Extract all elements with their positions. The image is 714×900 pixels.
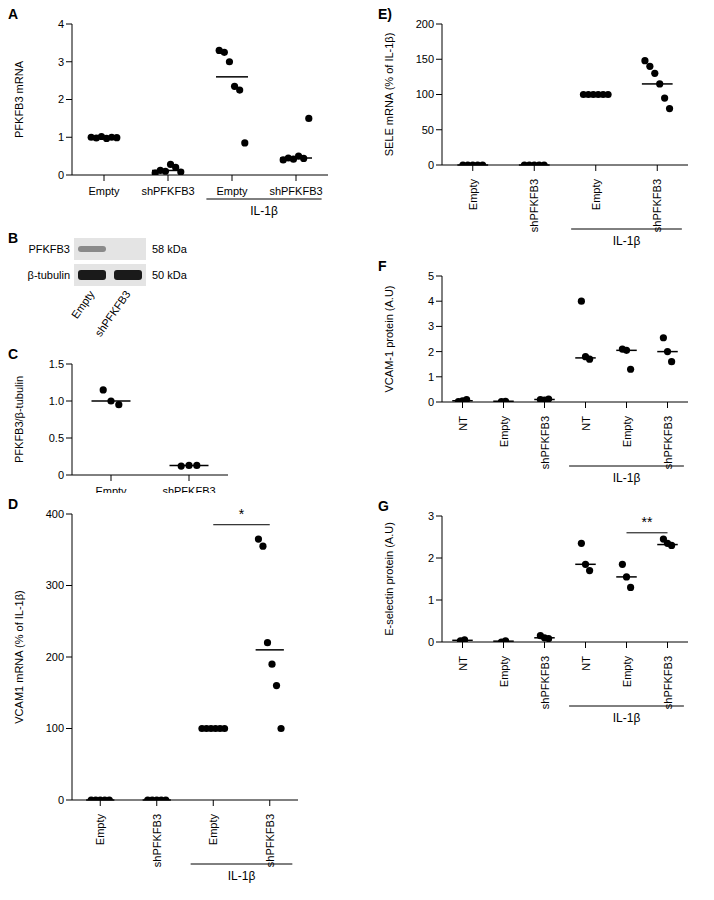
svg-text:shPFKFB3: shPFKFB3: [151, 814, 163, 867]
svg-text:2: 2: [58, 93, 64, 105]
svg-text:PFKFB3 mRNA: PFKFB3 mRNA: [13, 60, 25, 138]
svg-text:IL-1β: IL-1β: [613, 234, 641, 248]
svg-text:4: 4: [58, 18, 64, 30]
svg-text:1.5: 1.5: [49, 358, 64, 370]
svg-text:NT: NT: [580, 656, 592, 671]
svg-text:2: 2: [428, 346, 434, 358]
svg-text:0: 0: [58, 794, 64, 806]
svg-text:Empty: Empty: [498, 656, 510, 688]
svg-text:VCAM-1 protein (A.U): VCAM-1 protein (A.U): [383, 286, 395, 393]
svg-text:2: 2: [428, 552, 434, 564]
svg-text:Empty: Empty: [467, 179, 479, 211]
svg-text:Empty: Empty: [207, 814, 219, 846]
svg-text:4: 4: [428, 295, 434, 307]
svg-text:NT: NT: [457, 416, 469, 431]
svg-text:shPFKFB3: shPFKFB3: [539, 656, 551, 709]
svg-text:58 kDa: 58 kDa: [152, 243, 188, 255]
svg-text:shPFKFB3: shPFKFB3: [92, 288, 132, 338]
svg-text:IL-1β: IL-1β: [250, 204, 278, 218]
svg-text:VCAM1 mRNA (% of IL-1β): VCAM1 mRNA (% of IL-1β): [13, 590, 25, 723]
svg-text:shPFKFB3: shPFKFB3: [141, 185, 194, 197]
svg-text:0: 0: [428, 159, 434, 171]
svg-text:*: *: [239, 506, 245, 522]
svg-text:50 kDa: 50 kDa: [152, 269, 188, 281]
svg-text:shPFKFB3: shPFKFB3: [662, 416, 674, 469]
svg-text:β-tubulin: β-tubulin: [28, 269, 70, 281]
svg-text:3: 3: [428, 510, 434, 522]
html-text:A: A: [8, 6, 19, 22]
html-text:D: D: [8, 496, 19, 512]
svg-text:Empty: Empty: [94, 814, 106, 846]
svg-text:Empty: Empty: [69, 288, 97, 321]
svg-text:Empty: Empty: [216, 185, 248, 197]
html-text:F: F: [378, 258, 387, 274]
svg-text:IL-1β: IL-1β: [228, 869, 256, 883]
svg-text:shPFKFB3: shPFKFB3: [539, 416, 551, 469]
svg-text:SELE mRNA (% of IL-1β): SELE mRNA (% of IL-1β): [383, 33, 395, 157]
svg-text:Empty: Empty: [590, 179, 602, 211]
svg-text:Empty: Empty: [88, 185, 120, 197]
svg-text:0: 0: [428, 636, 434, 648]
svg-text:0.5: 0.5: [49, 432, 64, 444]
svg-text:shPFKFB3: shPFKFB3: [651, 179, 663, 232]
svg-text:IL-1β: IL-1β: [613, 471, 641, 485]
svg-text:200: 200: [416, 18, 434, 30]
svg-text:3: 3: [58, 56, 64, 68]
svg-text:shPFKFB3: shPFKFB3: [528, 179, 540, 232]
svg-text:NT: NT: [580, 416, 592, 431]
html-text:B: B: [8, 230, 19, 246]
svg-text:1: 1: [428, 371, 434, 383]
html-text:E): E): [378, 6, 392, 22]
html-text:G: G: [378, 498, 389, 514]
svg-text:200: 200: [46, 651, 64, 663]
svg-text:shPFKFB3: shPFKFB3: [264, 814, 276, 867]
svg-text:E-selectin protein (A.U): E-selectin protein (A.U): [383, 522, 395, 636]
svg-text:5: 5: [428, 270, 434, 282]
svg-text:Empty: Empty: [621, 416, 633, 448]
svg-text:shPFKFB3: shPFKFB3: [162, 485, 215, 493]
svg-text:**: **: [642, 514, 653, 530]
svg-text:0: 0: [58, 469, 64, 481]
svg-text:400: 400: [46, 508, 64, 520]
svg-text:3: 3: [428, 320, 434, 332]
svg-text:150: 150: [416, 53, 434, 65]
svg-text:shPFKFB3: shPFKFB3: [662, 656, 674, 709]
svg-text:Empty: Empty: [498, 416, 510, 448]
svg-text:1.0: 1.0: [49, 395, 64, 407]
svg-text:300: 300: [46, 579, 64, 591]
html-text:C: C: [8, 346, 19, 362]
svg-text:50: 50: [422, 124, 434, 136]
svg-text:NT: NT: [457, 656, 469, 671]
svg-text:0: 0: [58, 169, 64, 181]
svg-text:1: 1: [428, 594, 434, 606]
svg-text:0: 0: [428, 396, 434, 408]
svg-text:PFKFB3: PFKFB3: [28, 243, 70, 255]
svg-text:100: 100: [46, 722, 64, 734]
svg-text:PFKFB3/β-tubulin: PFKFB3/β-tubulin: [13, 376, 25, 463]
svg-text:IL-1β: IL-1β: [613, 711, 641, 725]
svg-text:shPFKFB3: shPFKFB3: [269, 185, 322, 197]
svg-text:Empty: Empty: [621, 656, 633, 688]
svg-text:1: 1: [58, 131, 64, 143]
svg-text:100: 100: [416, 88, 434, 100]
svg-text:Empty: Empty: [95, 485, 127, 493]
